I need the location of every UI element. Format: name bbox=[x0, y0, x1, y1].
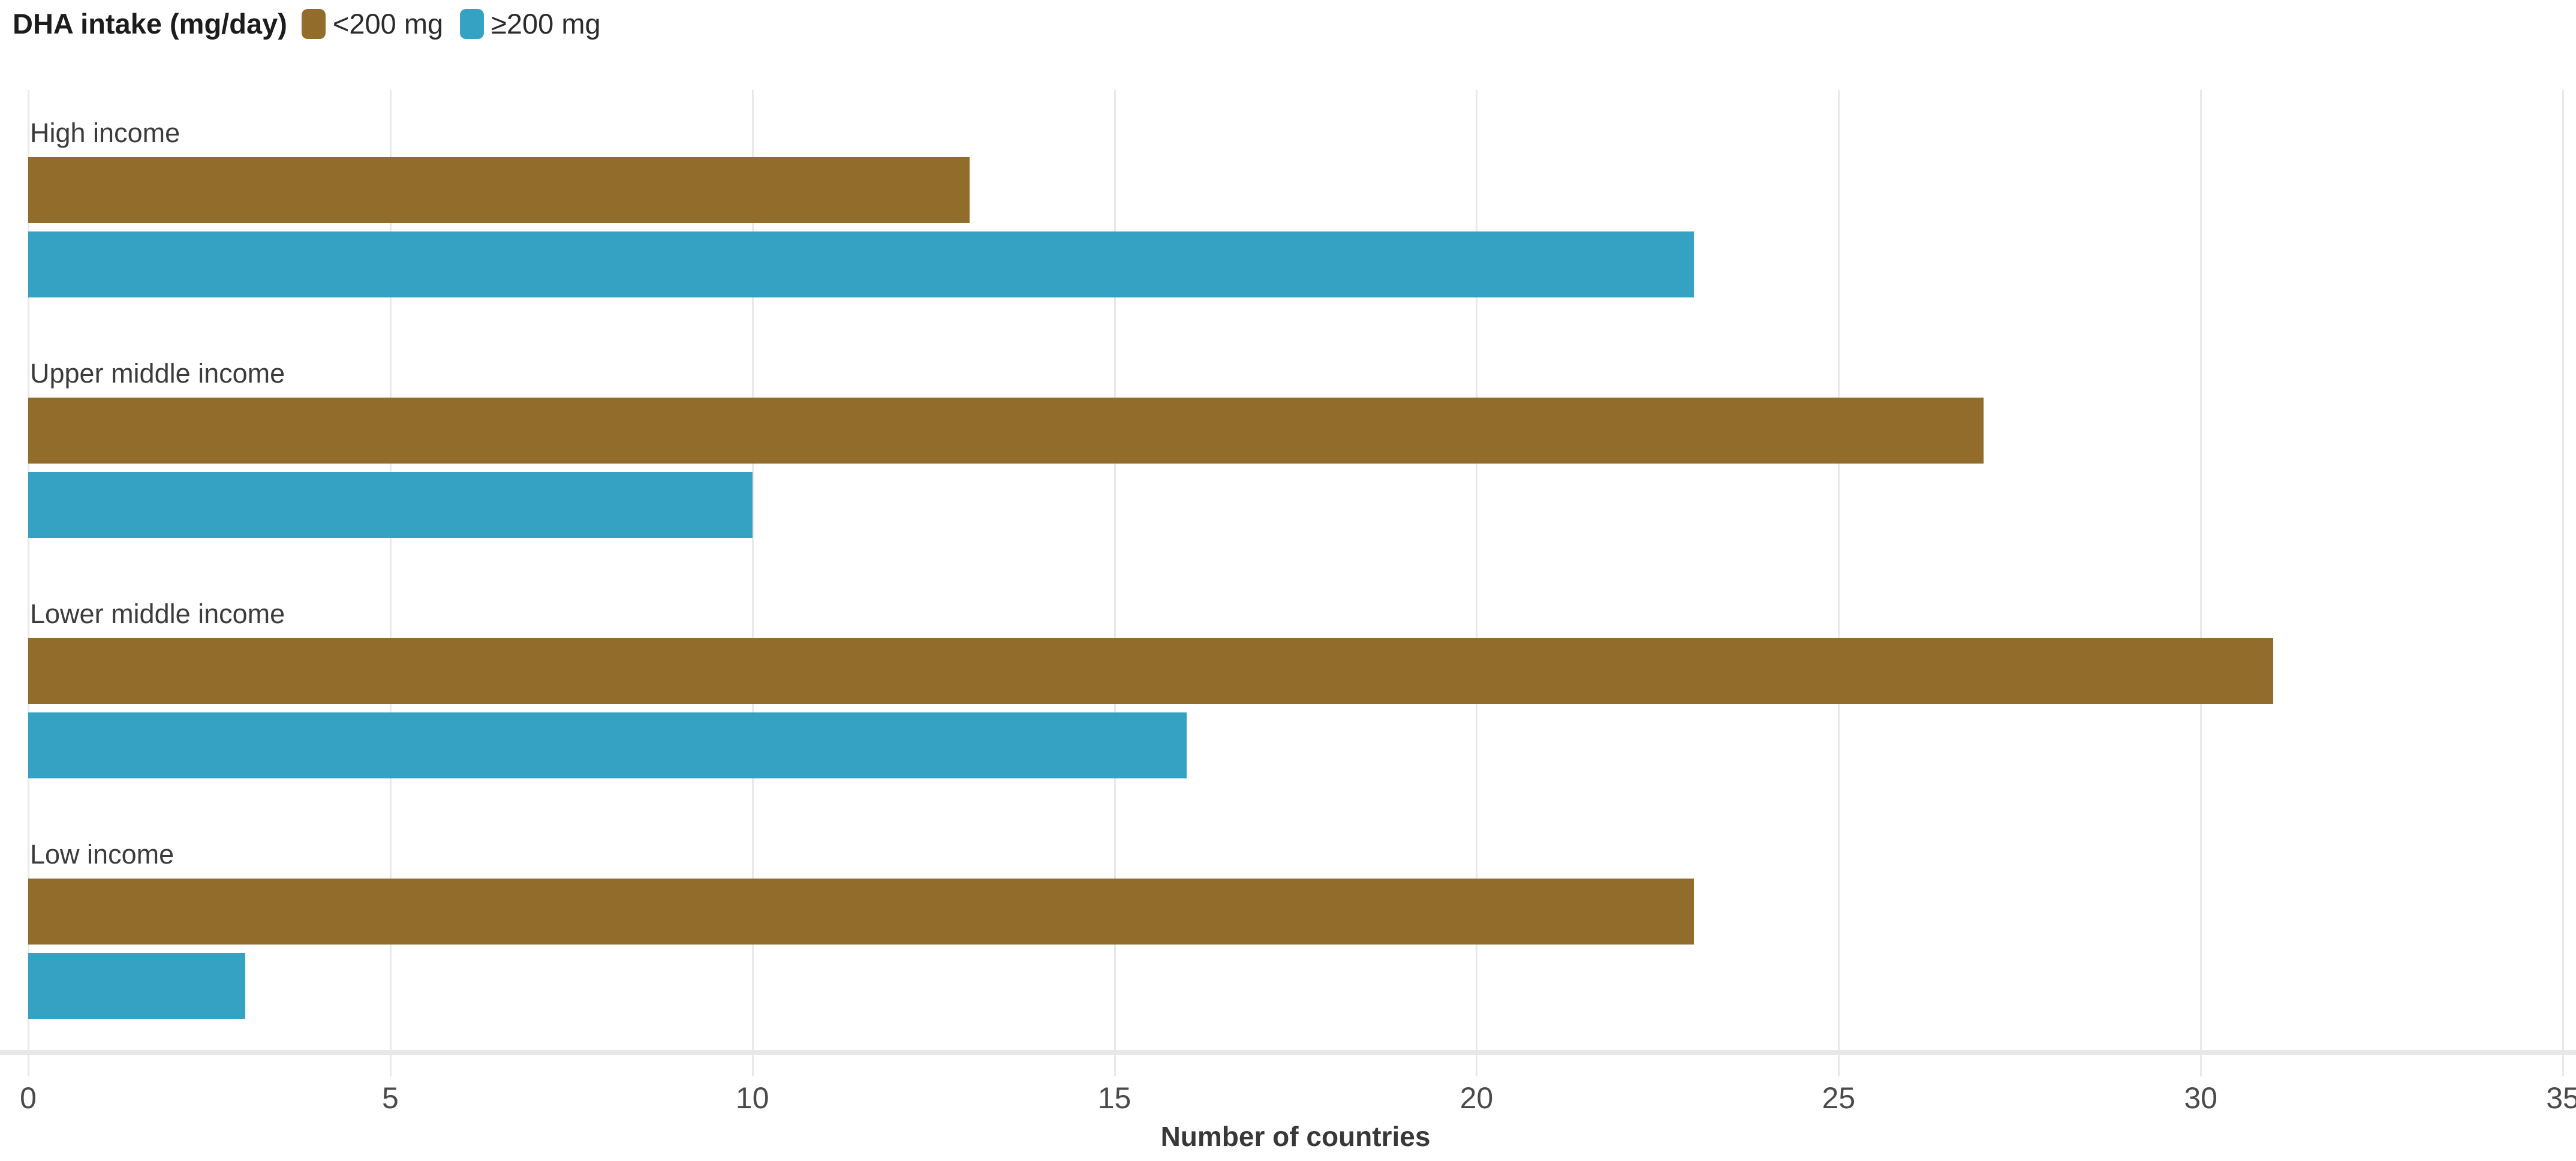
bar-groups: High income Upper middle income Lower midd… bbox=[28, 90, 2563, 1052]
gridline-x-15 bbox=[1114, 90, 1116, 1076]
bar-lt200mg[interactable] bbox=[28, 879, 1694, 945]
gridline-x-25 bbox=[1838, 90, 1840, 1076]
bar-gte200mg[interactable] bbox=[28, 712, 1187, 778]
legend-item-gte200mg[interactable]: ≥200 mg bbox=[460, 7, 601, 40]
x-tick-label: 0 bbox=[20, 1081, 37, 1115]
bar-lt200mg[interactable] bbox=[28, 398, 1984, 464]
gridline-x-35 bbox=[2562, 90, 2564, 1076]
x-tick-label: 10 bbox=[735, 1081, 769, 1115]
category-group: High income bbox=[28, 90, 2563, 330]
category-label: Lower middle income bbox=[30, 598, 285, 629]
gridline-x-20 bbox=[1476, 90, 1478, 1076]
bar-lt200mg[interactable] bbox=[28, 157, 970, 223]
x-tick-label: 5 bbox=[381, 1081, 399, 1115]
x-tick-label: 15 bbox=[1097, 1081, 1131, 1115]
gridline-x-5 bbox=[389, 90, 392, 1076]
bar-gte200mg[interactable] bbox=[28, 231, 1694, 297]
legend-item-label: ≥200 mg bbox=[491, 8, 601, 40]
dha-intake-legend: DHA intake (mg/day) <200 mg ≥200 mg bbox=[13, 7, 618, 40]
x-tick-label: 35 bbox=[2546, 1081, 2576, 1115]
category-label: Low income bbox=[30, 839, 174, 870]
gridline-x-10 bbox=[751, 90, 754, 1076]
x-tick-label: 20 bbox=[1459, 1081, 1494, 1115]
x-tick-label: 30 bbox=[2184, 1081, 2217, 1115]
category-group: Low income bbox=[28, 811, 2563, 1052]
bar-gte200mg[interactable] bbox=[28, 953, 246, 1019]
category-group: Lower middle income bbox=[28, 571, 2563, 811]
category-label: Upper middle income bbox=[30, 358, 285, 389]
legend-item-label: <200 mg bbox=[332, 8, 444, 40]
gridline-x-0 bbox=[28, 90, 29, 1076]
legend-title: DHA intake (mg/day) bbox=[13, 8, 287, 40]
bar-lt200mg[interactable] bbox=[28, 638, 2273, 704]
legend-item-lt200mg[interactable]: <200 mg bbox=[301, 7, 444, 40]
plot-area: High income Upper middle income Lower midd… bbox=[28, 90, 2564, 1076]
gte200mg-swatch-icon bbox=[460, 8, 484, 39]
bar-gte200mg[interactable] bbox=[28, 472, 753, 538]
lt200mg-swatch-icon bbox=[301, 8, 326, 39]
x-axis-title: Number of countries bbox=[1160, 1121, 1431, 1152]
gridline-x-30 bbox=[2200, 90, 2202, 1076]
x-tick-label: 25 bbox=[1822, 1081, 1856, 1115]
category-group: Upper middle income bbox=[28, 330, 2563, 571]
category-label: High income bbox=[30, 118, 180, 148]
x-axis-line bbox=[0, 1050, 2576, 1055]
